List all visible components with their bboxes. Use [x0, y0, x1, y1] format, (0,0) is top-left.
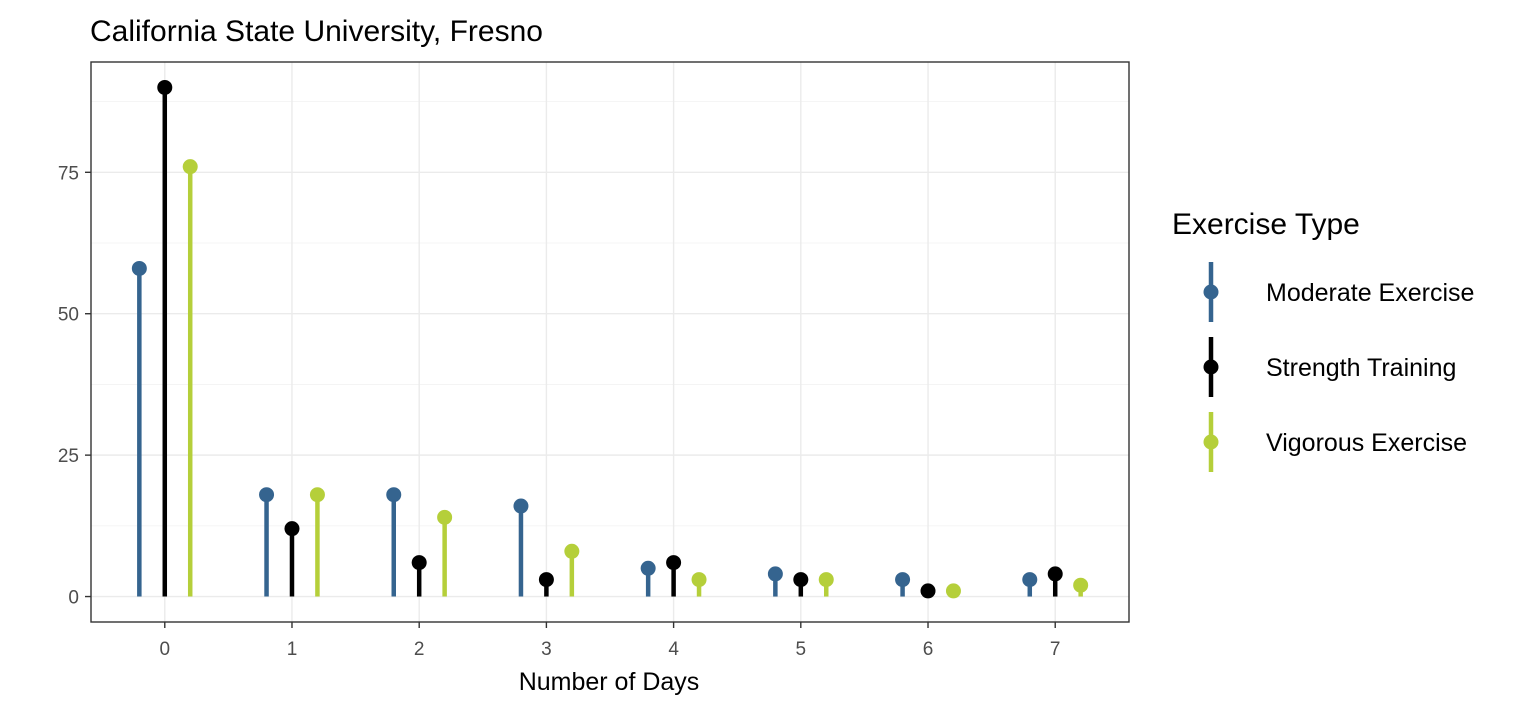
- x-tick-label: 7: [1050, 639, 1061, 660]
- legend-label: Vigorous Exercise: [1266, 429, 1467, 457]
- lollipop-point: [895, 572, 911, 588]
- y-tick-label: 75: [58, 163, 79, 184]
- lollipop-point: [640, 560, 656, 576]
- legend-item: Strength Training: [1203, 337, 1456, 397]
- lollipop-point: [411, 555, 427, 571]
- lollipop-point: [945, 583, 961, 599]
- lollipop-point: [564, 543, 580, 559]
- x-tick-label: 1: [287, 639, 298, 660]
- x-tick-label: 3: [541, 639, 552, 660]
- lollipop-point: [131, 260, 147, 276]
- lollipop-point: [767, 566, 783, 582]
- panel-border: [90, 61, 1130, 623]
- legend-items: Moderate Exercise Strength Training Vigoro…: [1203, 262, 1474, 472]
- legend-title: Exercise Type: [1172, 208, 1360, 241]
- y-tick-label: 0: [68, 588, 79, 609]
- lollipop-point: [309, 487, 325, 503]
- x-axis-title: Number of Days: [519, 668, 700, 696]
- legend-key-point: [1203, 359, 1219, 375]
- lollipop-point: [284, 521, 300, 537]
- lollipop-point: [437, 509, 453, 525]
- legend: Exercise Type Moderate Exercise Strength …: [1172, 208, 1474, 472]
- grid-lines: [91, 62, 1129, 622]
- lollipop-point: [1047, 566, 1063, 582]
- x-tick-label: 6: [923, 639, 934, 660]
- lollipop-point: [182, 159, 198, 175]
- y-tick-label: 50: [58, 305, 79, 326]
- x-tick-label: 5: [796, 639, 807, 660]
- x-tick-label: 4: [668, 639, 679, 660]
- lollipop-point: [1022, 572, 1038, 588]
- lollipop-point: [818, 572, 834, 588]
- lollipop-point: [666, 555, 682, 571]
- chart-title: California State University, Fresno: [90, 15, 543, 48]
- legend-key-point: [1203, 284, 1219, 300]
- lollipop-point: [920, 583, 936, 599]
- lollipop-point: [1073, 577, 1089, 593]
- legend-label: Strength Training: [1266, 354, 1456, 382]
- lollipop-point: [691, 572, 707, 588]
- lollipop-point: [157, 79, 173, 95]
- lollipop-point: [259, 487, 275, 503]
- lollipop-point: [538, 572, 554, 588]
- lollipop-point: [793, 572, 809, 588]
- axis-ticks: 0 25 50 75 0 1 2 3 4 5 6 7: [58, 163, 1061, 660]
- x-tick-label: 0: [159, 639, 170, 660]
- lollipop-point: [386, 487, 402, 503]
- lollipop-point: [513, 498, 529, 514]
- lollipop-marks: [131, 79, 1089, 599]
- legend-key-point: [1203, 434, 1219, 450]
- x-tick-label: 2: [414, 639, 425, 660]
- legend-label: Moderate Exercise: [1266, 279, 1474, 307]
- legend-item: Vigorous Exercise: [1203, 412, 1467, 472]
- legend-item: Moderate Exercise: [1203, 262, 1474, 322]
- y-tick-label: 25: [58, 446, 79, 467]
